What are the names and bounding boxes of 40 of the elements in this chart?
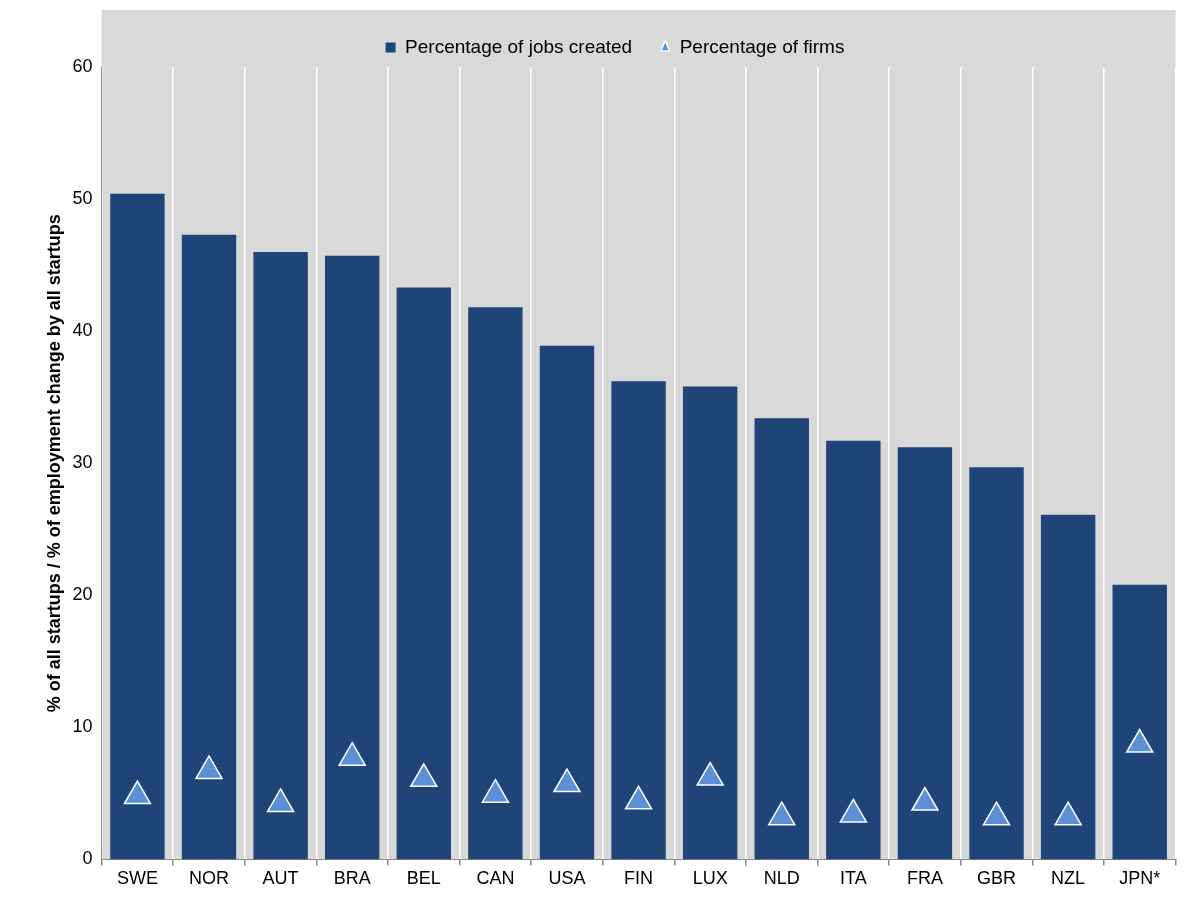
legend-label: Percentage of jobs created — [405, 35, 633, 57]
y-tick-label: 50 — [72, 188, 93, 209]
x-tick-label: SWE — [116, 868, 158, 889]
x-tick-label: BRA — [333, 868, 371, 889]
x-tick-label: GBR — [977, 868, 1017, 889]
y-axis-title: % of all startups / % of employment change by all startups — [43, 214, 64, 713]
x-tick-label: NLD — [763, 868, 800, 889]
bar — [253, 251, 308, 860]
bar — [1040, 514, 1096, 860]
x-tick-label: BEL — [406, 868, 441, 889]
y-tick-label: 30 — [72, 452, 93, 473]
bar — [396, 287, 451, 860]
y-tick-label: 0 — [82, 848, 93, 869]
x-tick-label: FRA — [906, 868, 943, 889]
x-tick-label: AUT — [262, 868, 299, 889]
bar — [181, 234, 237, 860]
bar — [324, 255, 380, 860]
x-tick-label: LUX — [692, 868, 728, 889]
x-tick-label: USA — [548, 868, 586, 889]
bar — [969, 467, 1024, 860]
bar — [682, 386, 738, 860]
bar — [1112, 584, 1167, 860]
bar — [468, 307, 523, 860]
y-tick-label: 10 — [72, 716, 93, 737]
bar — [539, 345, 595, 860]
bar — [110, 193, 165, 860]
y-tick-label: 40 — [72, 320, 93, 341]
x-tick-label: ITA — [840, 868, 867, 889]
legend-label: Percentage of firms — [679, 35, 845, 57]
y-tick-label: 60 — [72, 55, 93, 76]
bar — [826, 440, 881, 860]
x-tick-label: JPN* — [1119, 868, 1161, 889]
bar — [611, 381, 666, 860]
x-tick-label: NZL — [1051, 868, 1086, 889]
x-tick-label: FIN — [624, 868, 654, 889]
y-tick-label: 20 — [72, 584, 93, 605]
x-tick-label: NOR — [189, 868, 230, 889]
bar — [754, 418, 809, 860]
bar — [897, 447, 953, 860]
x-tick-label: CAN — [476, 868, 515, 889]
